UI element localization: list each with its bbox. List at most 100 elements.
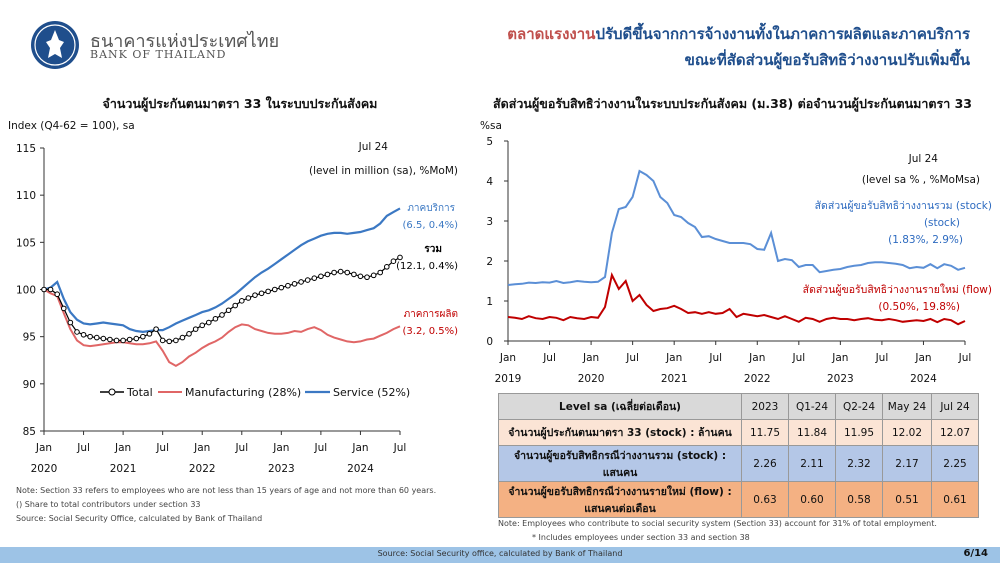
x-tick-label: Jan: [665, 352, 682, 364]
total-point: [265, 288, 271, 295]
x-tick-label: Jan: [351, 442, 368, 454]
total-point: [232, 302, 239, 309]
table-row: จำนวนผู้ประกันตนมาตรา 33 (stock) : ล้านค…: [498, 419, 979, 446]
x-year-label: 2023: [268, 463, 295, 475]
x-year-label: 2021: [661, 373, 688, 385]
total-point: [54, 291, 61, 298]
table-cell: 2.26: [741, 445, 789, 482]
x-tick-label: Jul: [625, 352, 639, 364]
y-tick-label: 3: [486, 216, 493, 228]
chart-note-units: (level in million (sa), %MoM): [309, 165, 458, 177]
total-point: [258, 290, 265, 297]
total-point: [318, 273, 324, 280]
total-point: [133, 335, 140, 342]
note-line: Note: Section 33 refers to employees who…: [16, 486, 437, 495]
total-point: [47, 286, 54, 293]
service-end-value: (6.5, 0.4%): [403, 220, 459, 231]
table-cell: 0.63: [741, 481, 789, 518]
total-point: [179, 334, 186, 341]
total-point: [41, 286, 47, 293]
x-tick-label: Jan: [582, 352, 599, 364]
left-chart: Index (Q4-62 = 100), sa 85 90 95 100 105 110 11…: [8, 120, 459, 475]
slide-title-rest: ปรับดีขึ้นจากการจ้างงานทั้งในภาคการผลิตแ…: [595, 25, 970, 43]
x-year-label: 2021: [110, 463, 137, 475]
y-tick-label: 85: [23, 426, 36, 438]
table-cell: 0.61: [931, 481, 979, 518]
total-point: [126, 336, 133, 343]
table-header-cell: Level sa (เฉลี่ยต่อเดือน): [498, 393, 742, 420]
x-tick-label: Jul: [234, 442, 248, 454]
x-tick-label: Jan: [748, 352, 765, 364]
series-line-flow: [507, 271, 966, 326]
x-tick-label: Jan: [272, 442, 289, 454]
table-row-label: จำนวนผู้ขอรับสิทธิกรณีว่างงานรายใหม่ (fl…: [498, 481, 742, 518]
x-tick-label: Jan: [193, 442, 210, 454]
total-point: [278, 284, 285, 291]
x-year-label: 2020: [578, 373, 605, 385]
table-cell: 2.25: [931, 445, 979, 482]
y-tick-label: 95: [23, 332, 36, 344]
series-line-manufacturing: [43, 288, 401, 368]
x-year-label: 2020: [31, 463, 58, 475]
y-axis-label: Index (Q4-62 = 100), sa: [8, 120, 135, 132]
manufacturing-end-value: (3.2, 0.5%): [403, 326, 459, 337]
y-tick-label: 90: [23, 379, 36, 391]
x-tick-label: Jul: [314, 442, 328, 454]
x-year-label: 2022: [744, 373, 771, 385]
x-year-label: 2024: [347, 463, 374, 475]
table-cell: 0.60: [788, 481, 836, 518]
chart-note-header: Jul 24: [358, 141, 389, 153]
total-point: [298, 279, 304, 285]
total-end-value: (12.1, 0.4%): [396, 261, 458, 272]
table-cell: 12.07: [931, 419, 979, 446]
total-point: [271, 286, 278, 293]
table-cell: 11.95: [835, 419, 883, 446]
table-cell: 11.75: [741, 419, 789, 446]
source-line: Source: Social Security Office, calculat…: [16, 514, 263, 523]
table-cell: 12.02: [882, 419, 932, 446]
left-chart-title: จำนวนผู้ประกันตนมาตรา 33 ในระบบประกันสัง…: [102, 96, 378, 111]
total-end-label: รวม: [424, 244, 442, 255]
total-point: [159, 337, 166, 344]
total-point: [173, 337, 179, 344]
left-notes: Note: Section 33 refers to employees who…: [16, 484, 476, 526]
total-point: [252, 292, 258, 298]
total-point: [377, 269, 384, 276]
table-row: จำนวนผู้ขอรับสิทธิกรณีว่างงานรายใหม่ (fl…: [498, 481, 979, 518]
y-tick-label: 100: [16, 285, 36, 297]
total-point: [351, 271, 357, 278]
series-line-service: [43, 207, 401, 334]
total-point: [60, 305, 67, 312]
total-point: [67, 319, 74, 326]
x-year-label: 2023: [827, 373, 854, 385]
x-tick-label: Jan: [114, 442, 131, 454]
total-point: [383, 264, 390, 270]
page-number: 6/14: [963, 548, 988, 559]
stock-series-note: (stock): [924, 217, 960, 229]
footer-source: Source: Social Security office, calculat…: [377, 549, 623, 558]
table-cell: 0.58: [835, 481, 883, 518]
table-row: จำนวนผู้ขอรับสิทธิกรณีว่างงานรวม (stock)…: [498, 445, 979, 482]
total-point: [311, 275, 318, 281]
total-point: [140, 333, 146, 340]
total-point: [397, 254, 403, 261]
footer-bar: [0, 547, 1000, 563]
table-cell: 2.32: [835, 445, 883, 482]
table-cell: 0.51: [882, 481, 932, 518]
total-point: [166, 338, 173, 345]
table-header-cell: Q1-24: [788, 393, 836, 420]
x-tick-label: Jul: [76, 442, 90, 454]
y-axis-label: %sa: [480, 120, 502, 132]
total-point: [357, 273, 364, 280]
legend-marker-total: [108, 388, 116, 396]
bot-logo: [31, 21, 79, 69]
stock-series-label: สัดส่วนผู้ขอรับสิทธิว่างงานรวม (stock): [815, 200, 992, 212]
total-point: [344, 269, 351, 276]
total-point: [390, 258, 397, 264]
x-tick-label: Jul: [791, 352, 805, 364]
table-row-label: จำนวนผู้ประกันตนมาตรา 33 (stock) : ล้านค…: [498, 419, 742, 446]
total-point: [370, 272, 377, 279]
table-header-row: Level sa (เฉลี่ยต่อเดือน) 2023 Q1-24 Q2-…: [498, 393, 979, 420]
total-point: [212, 315, 219, 322]
table-header-cell: Jul 24: [931, 393, 979, 420]
